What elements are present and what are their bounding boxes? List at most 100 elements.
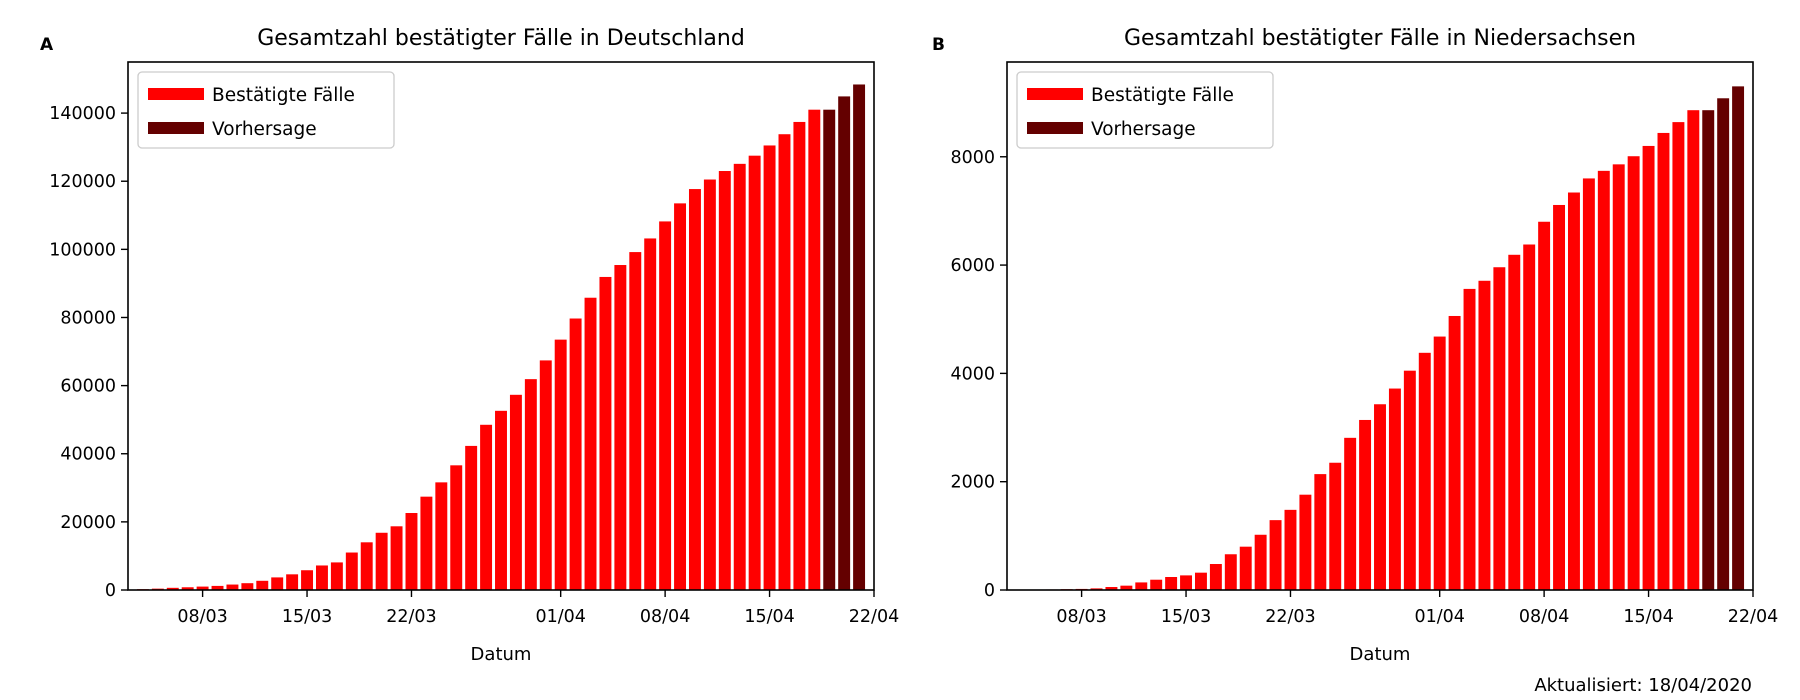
bar-confirmed [1597, 170, 1610, 590]
bar-confirmed [1672, 122, 1685, 591]
y-tick-label: 80000 [60, 308, 116, 328]
legend-swatch [148, 122, 204, 134]
y-tick-label: 100000 [49, 240, 116, 260]
bar-confirmed [435, 482, 448, 590]
bar-forecast [1702, 110, 1715, 590]
bar-confirmed [181, 587, 194, 590]
legend-label: Bestätigte Fälle [1091, 85, 1234, 106]
bar-confirmed [1553, 204, 1566, 590]
bar-confirmed [1314, 474, 1327, 590]
bar-confirmed [1194, 572, 1207, 590]
bar-confirmed [793, 121, 806, 590]
bar-confirmed [450, 465, 463, 590]
bar-confirmed [1433, 336, 1446, 590]
bar-confirmed [405, 513, 418, 590]
bar-confirmed [659, 221, 672, 591]
legend-swatch [1027, 88, 1083, 100]
bar-confirmed [703, 179, 716, 590]
bar-confirmed [301, 570, 314, 590]
y-tick-label: 2000 [950, 473, 995, 493]
legend-label: Vorhersage [212, 119, 317, 140]
panel-letter: A [40, 35, 54, 55]
bar-confirmed [1657, 132, 1670, 590]
y-tick-label: 8000 [950, 148, 995, 168]
bar-confirmed [1374, 404, 1386, 590]
chart-title: Gesamtzahl bestätigter Fälle in Deutschl… [257, 26, 745, 51]
bar-confirmed [465, 445, 478, 590]
y-tick-label: 20000 [60, 513, 116, 533]
y-tick-label: 0 [984, 581, 995, 601]
bar-confirmed [1090, 588, 1103, 590]
bar-confirmed [1508, 254, 1521, 591]
bar-confirmed [1642, 145, 1655, 590]
bar-confirmed [1463, 288, 1476, 590]
bar-confirmed [1254, 534, 1267, 590]
bar-confirmed [1612, 164, 1625, 590]
bar-confirmed [1627, 156, 1640, 591]
bar-confirmed [360, 542, 373, 590]
panel-b: B Gesamtzahl bestätigter Fälle in Nieder… [932, 26, 1778, 665]
bar-confirmed [241, 583, 254, 590]
chart-title: Gesamtzahl bestätigter Fälle in Niedersa… [1124, 26, 1636, 51]
bar-confirmed [688, 189, 701, 590]
x-tick-label: 01/04 [535, 607, 585, 627]
bar-confirmed [808, 109, 821, 590]
bar-forecast [1717, 98, 1730, 590]
bar-confirmed [420, 496, 433, 590]
bar-confirmed [271, 577, 284, 590]
x-tick-label: 15/03 [1161, 607, 1211, 627]
bar-confirmed [509, 394, 522, 590]
bar-confirmed [330, 562, 343, 590]
bar-forecast [853, 84, 866, 590]
bar-confirmed [1493, 267, 1506, 590]
x-tick-label: 08/04 [1519, 607, 1569, 627]
x-tick-label: 22/03 [1265, 607, 1315, 627]
bar-confirmed [390, 526, 403, 590]
y-tick-label: 40000 [60, 445, 116, 465]
bar-confirmed [196, 586, 209, 590]
x-tick-label: 08/03 [1056, 607, 1106, 627]
bar-confirmed [1344, 437, 1357, 590]
x-tick-label: 15/04 [744, 607, 794, 627]
bar-confirmed [674, 203, 687, 590]
y-tick-label: 120000 [49, 172, 116, 192]
x-axis-label: Datum [471, 644, 532, 665]
bar-confirmed [1284, 509, 1297, 590]
bar-confirmed [733, 163, 746, 590]
bar-confirmed [1224, 554, 1237, 590]
bar-confirmed [480, 424, 493, 590]
bar-confirmed [1120, 585, 1133, 590]
bar-confirmed [1269, 520, 1282, 590]
legend-swatch [148, 88, 204, 100]
updated-footnote: Aktualisiert: 18/04/2020 [1534, 675, 1752, 696]
axes-frame [1006, 61, 1754, 591]
bar-confirmed [166, 587, 179, 590]
x-axis-label: Datum [1350, 644, 1411, 665]
panel-a: A Gesamtzahl bestätigter Fälle in Deutsc… [40, 26, 899, 665]
bar-forecast [823, 109, 836, 590]
legend: Bestätigte Fälle Vorhersage [1016, 71, 1274, 149]
bar-confirmed [1582, 178, 1595, 590]
x-tick-label: 15/03 [282, 607, 332, 627]
bar-confirmed [1478, 280, 1491, 590]
bar-confirmed [629, 252, 642, 590]
bar-confirmed [1359, 419, 1372, 590]
bar-confirmed [226, 584, 239, 590]
x-tick-label: 22/04 [849, 607, 899, 627]
bar-confirmed [1687, 110, 1700, 590]
bar-confirmed [644, 238, 657, 590]
bar-confirmed [1329, 462, 1342, 590]
bar-confirmed [539, 360, 552, 590]
legend-label: Bestätigte Fälle [212, 85, 355, 106]
bar-confirmed [763, 145, 776, 590]
legend: Bestätigte Fälle Vorhersage [137, 71, 395, 149]
legend-label: Vorhersage [1091, 119, 1196, 140]
bar-confirmed [569, 318, 582, 590]
bar-confirmed [1299, 494, 1312, 590]
bar-confirmed [345, 552, 358, 590]
x-tick-label: 22/04 [1728, 607, 1778, 627]
bar-confirmed [524, 379, 537, 590]
bar-confirmed [614, 265, 627, 590]
bar-confirmed [1538, 221, 1551, 590]
